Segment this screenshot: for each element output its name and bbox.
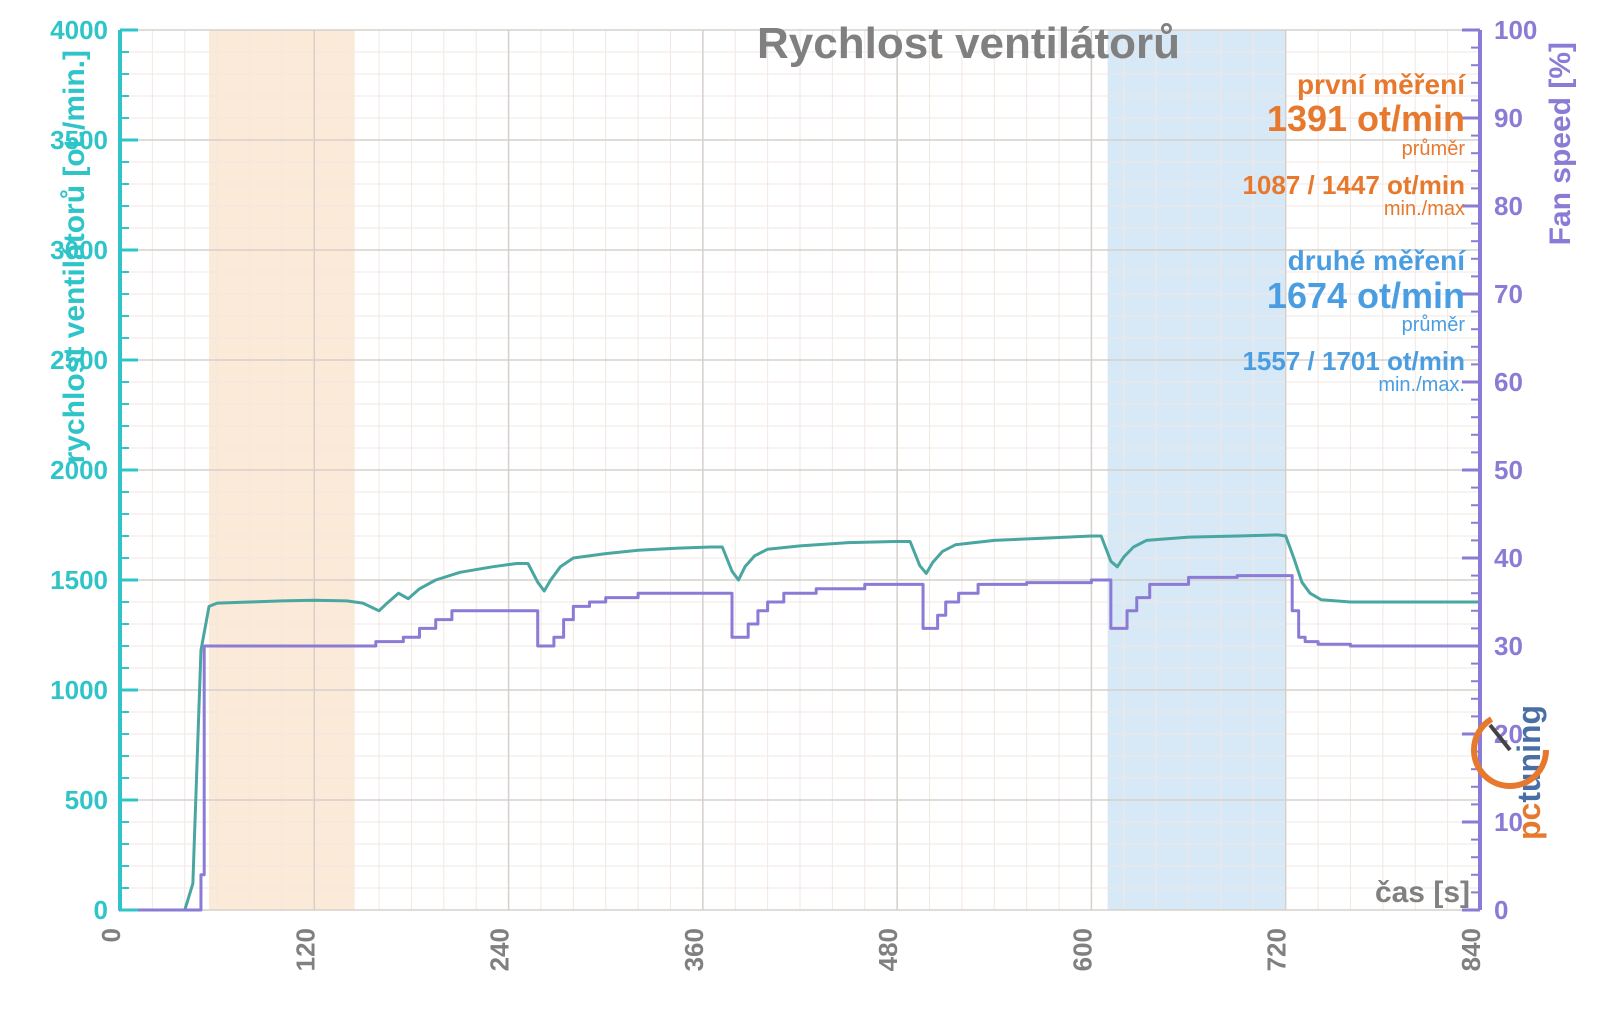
y-right-tick: 100 — [1494, 15, 1537, 45]
m2-title: druhé měření — [1242, 246, 1465, 276]
y-right-tick: 0 — [1494, 895, 1508, 925]
x-tick: 480 — [873, 928, 903, 971]
y-left-tick: 0 — [94, 895, 108, 925]
x-tick: 240 — [485, 928, 515, 971]
x-tick: 120 — [290, 928, 320, 971]
x-tick: 600 — [1067, 928, 1097, 971]
m1-minmax: 1087 / 1447 ot/min — [1242, 171, 1465, 199]
y-right-label: Fan speed [%] — [1544, 42, 1577, 245]
y-left-tick: 500 — [65, 785, 108, 815]
chart-title: Rychlost ventilátorů — [757, 19, 1180, 68]
y-right-tick: 40 — [1494, 543, 1523, 573]
annotation-block: první měření 1391 ot/min průměr 1087 / 1… — [1242, 70, 1465, 397]
y-left-label: rychlost ventilátorů [ot./min.] — [58, 50, 91, 463]
m1-sub2: min./max — [1242, 199, 1465, 221]
y-right-tick: 90 — [1494, 103, 1523, 133]
y-left-tick: 1500 — [50, 565, 108, 595]
fan-speed-chart: 0500100015002000250030003500400001020304… — [0, 0, 1600, 1009]
y-left-tick: 1000 — [50, 675, 108, 705]
m2-sub2: min./max. — [1242, 375, 1465, 397]
y-right-tick: 50 — [1494, 455, 1523, 485]
m2-minmax: 1557 / 1701 ot/min — [1242, 347, 1465, 375]
m1-title: první měření — [1242, 70, 1465, 100]
m1-main: 1391 ot/min — [1242, 100, 1465, 139]
y-right-tick: 30 — [1494, 631, 1523, 661]
y-right-tick: 60 — [1494, 367, 1523, 397]
m1-sub1: průměr — [1242, 139, 1465, 161]
x-axis-label: čas [s] — [1375, 876, 1470, 909]
y-right-tick: 80 — [1494, 191, 1523, 221]
x-tick: 0 — [96, 928, 126, 942]
x-tick: 720 — [1262, 928, 1292, 971]
m2-main: 1674 ot/min — [1242, 277, 1465, 316]
y-left-tick: 4000 — [50, 15, 108, 45]
x-tick: 840 — [1456, 928, 1486, 971]
y-right-tick: 70 — [1494, 279, 1523, 309]
m2-sub1: průměr — [1242, 315, 1465, 337]
x-tick: 360 — [679, 928, 709, 971]
